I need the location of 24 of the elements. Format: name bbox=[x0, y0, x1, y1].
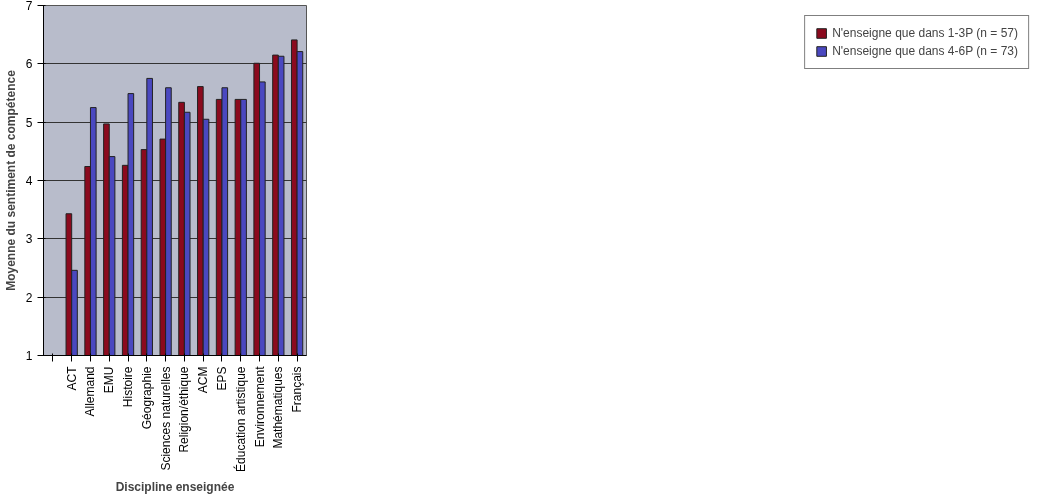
x-tick-label: Histoire bbox=[121, 366, 136, 408]
x-tick-label: Français bbox=[290, 366, 305, 413]
x-tick-label: ACM bbox=[196, 366, 211, 394]
y-tick-label: 1 bbox=[25, 349, 33, 363]
y-tick-label: 6 bbox=[25, 57, 33, 72]
x-tick-label: Religion/éthique bbox=[177, 366, 192, 453]
x-tick-label: ACT bbox=[64, 365, 79, 391]
x-tick-label: EPS bbox=[214, 366, 229, 391]
x-tick-label: Éducation artistique bbox=[232, 366, 248, 472]
y-tick-label: 4 bbox=[25, 174, 33, 188]
legend-label: N'enseigne que dans 1-3P (n = 57) bbox=[832, 26, 1018, 40]
legend-label: N'enseigne que dans 4-6P (n = 73) bbox=[832, 44, 1018, 58]
y-tick-label: 3 bbox=[25, 232, 33, 247]
y-tick-label: 5 bbox=[25, 115, 33, 130]
x-tick-label: Sciences naturelles bbox=[158, 366, 173, 471]
x-tick-label: EMU bbox=[102, 366, 117, 394]
y-tick-label: 2 bbox=[25, 290, 33, 305]
x-tick-label: Allemand bbox=[83, 366, 98, 417]
y-tick-label: 7 bbox=[25, 0, 33, 13]
x-axis-title: Discipline enseignée bbox=[115, 479, 235, 494]
x-tick-label: Mathématiques bbox=[271, 366, 286, 449]
y-axis-title: Moyenne du sentiment de compétence bbox=[3, 69, 18, 291]
x-tick-label: Environnement bbox=[252, 365, 267, 448]
x-tick-label: Géographie bbox=[139, 366, 154, 430]
